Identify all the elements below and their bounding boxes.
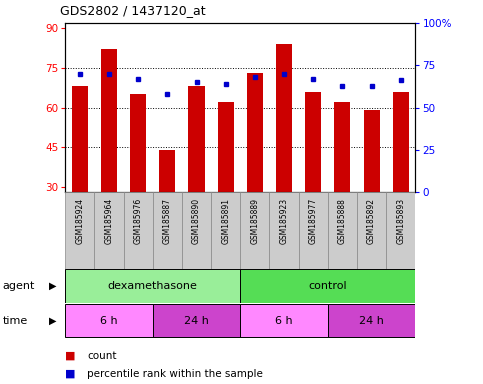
Text: control: control bbox=[309, 281, 347, 291]
Text: GSM185964: GSM185964 bbox=[104, 198, 114, 244]
FancyBboxPatch shape bbox=[328, 304, 415, 337]
Text: GSM185887: GSM185887 bbox=[163, 198, 172, 244]
Text: GSM185924: GSM185924 bbox=[75, 198, 85, 244]
Text: GSM185889: GSM185889 bbox=[250, 198, 259, 244]
FancyBboxPatch shape bbox=[65, 304, 153, 337]
FancyBboxPatch shape bbox=[124, 192, 153, 269]
Text: 24 h: 24 h bbox=[359, 316, 384, 326]
Text: GSM185977: GSM185977 bbox=[309, 198, 318, 244]
Text: 6 h: 6 h bbox=[275, 316, 293, 326]
Text: dexamethasone: dexamethasone bbox=[108, 281, 198, 291]
Text: GSM185976: GSM185976 bbox=[134, 198, 142, 244]
Text: GSM185891: GSM185891 bbox=[221, 198, 230, 244]
Bar bbox=[247, 73, 263, 192]
Text: GSM185923: GSM185923 bbox=[280, 198, 288, 244]
Text: ■: ■ bbox=[65, 351, 76, 361]
FancyBboxPatch shape bbox=[241, 304, 328, 337]
Text: 24 h: 24 h bbox=[184, 316, 209, 326]
Bar bbox=[101, 50, 117, 192]
FancyBboxPatch shape bbox=[328, 192, 357, 269]
Text: GSM185893: GSM185893 bbox=[396, 198, 405, 244]
Text: ■: ■ bbox=[65, 369, 76, 379]
Text: ▶: ▶ bbox=[49, 316, 57, 326]
FancyBboxPatch shape bbox=[153, 192, 182, 269]
FancyBboxPatch shape bbox=[241, 270, 415, 303]
Text: percentile rank within the sample: percentile rank within the sample bbox=[87, 369, 263, 379]
Bar bbox=[130, 94, 146, 192]
Text: time: time bbox=[2, 316, 28, 326]
FancyBboxPatch shape bbox=[94, 192, 124, 269]
Text: agent: agent bbox=[2, 281, 35, 291]
Bar bbox=[364, 110, 380, 192]
Bar bbox=[393, 92, 409, 192]
FancyBboxPatch shape bbox=[211, 192, 241, 269]
FancyBboxPatch shape bbox=[182, 192, 211, 269]
FancyBboxPatch shape bbox=[386, 192, 415, 269]
Bar bbox=[218, 102, 234, 192]
FancyBboxPatch shape bbox=[270, 192, 298, 269]
FancyBboxPatch shape bbox=[298, 192, 328, 269]
FancyBboxPatch shape bbox=[153, 304, 241, 337]
Text: GSM185890: GSM185890 bbox=[192, 198, 201, 244]
Text: 6 h: 6 h bbox=[100, 316, 118, 326]
Bar bbox=[276, 44, 292, 192]
Bar bbox=[159, 150, 175, 192]
Bar bbox=[72, 86, 88, 192]
Text: GSM185892: GSM185892 bbox=[367, 198, 376, 244]
Bar bbox=[305, 92, 321, 192]
Bar bbox=[334, 102, 351, 192]
FancyBboxPatch shape bbox=[65, 270, 241, 303]
FancyBboxPatch shape bbox=[241, 192, 270, 269]
Text: GSM185888: GSM185888 bbox=[338, 198, 347, 244]
FancyBboxPatch shape bbox=[65, 192, 94, 269]
FancyBboxPatch shape bbox=[357, 192, 386, 269]
Text: GDS2802 / 1437120_at: GDS2802 / 1437120_at bbox=[60, 4, 206, 17]
Text: ▶: ▶ bbox=[49, 281, 57, 291]
Bar bbox=[188, 86, 204, 192]
Text: count: count bbox=[87, 351, 116, 361]
